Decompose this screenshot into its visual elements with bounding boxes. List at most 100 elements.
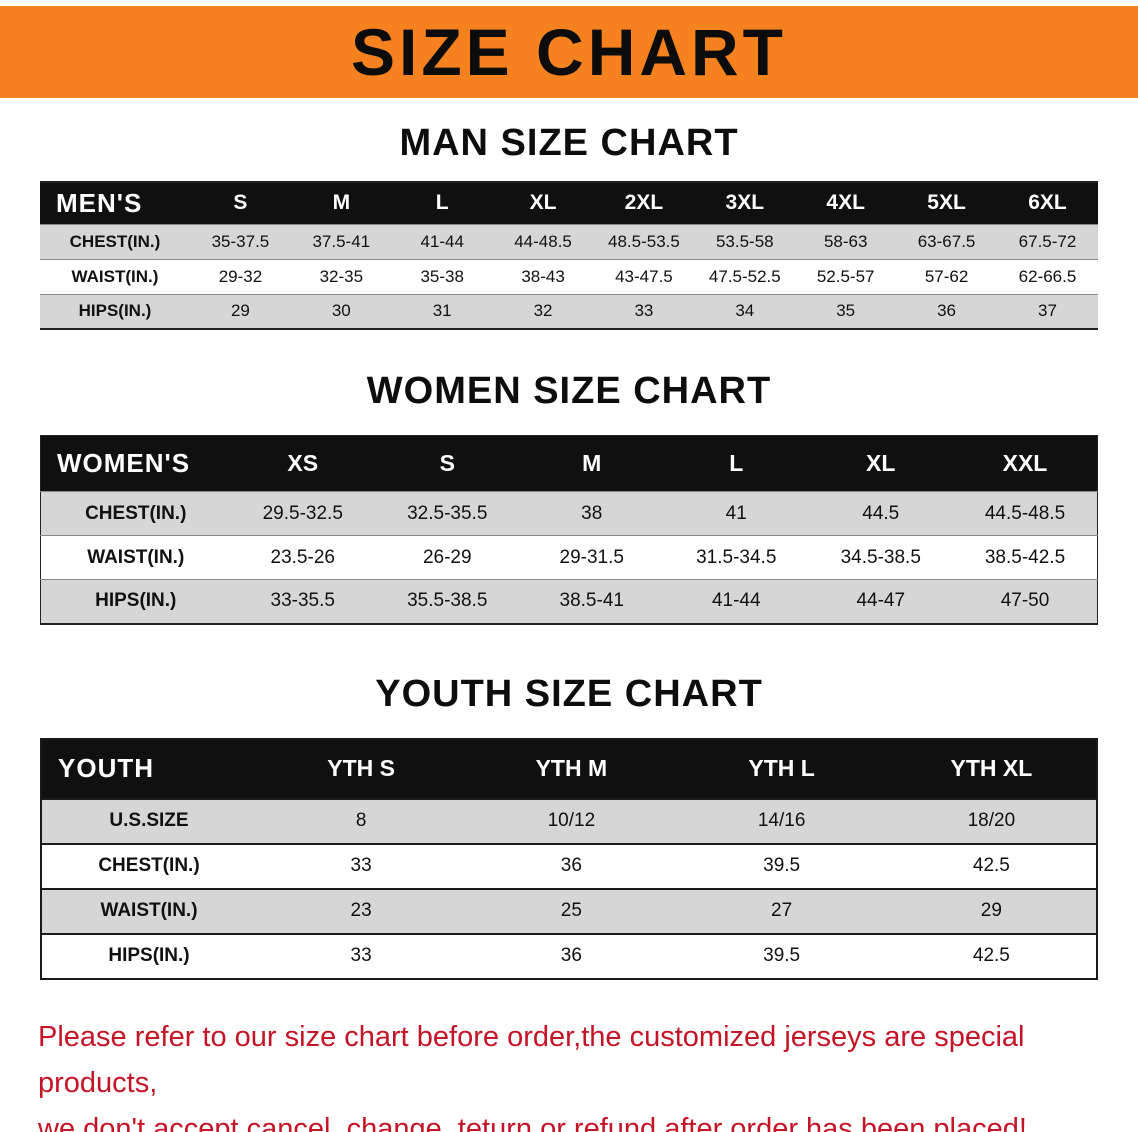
cell-value: 10/12 bbox=[466, 797, 677, 844]
column-header: 3XL bbox=[694, 182, 796, 224]
row-label: HIPS(IN.) bbox=[40, 579, 231, 624]
column-header: XL bbox=[808, 435, 953, 492]
cell-value: 32 bbox=[492, 293, 594, 329]
cell-value: 23.5-26 bbox=[230, 535, 375, 580]
disclaimer-line-1: Please refer to our size chart before or… bbox=[38, 1020, 1025, 1099]
cell-value: 39.5 bbox=[676, 932, 887, 979]
column-header: M bbox=[290, 182, 392, 224]
cell-value: 44-48.5 bbox=[492, 223, 594, 259]
table-row: U.S.SIZE 8 10/12 14/16 18/20 bbox=[41, 797, 1097, 844]
cell-value: 33 bbox=[256, 932, 467, 979]
cell-value: 37.5-41 bbox=[290, 223, 392, 259]
row-label: CHEST(IN.) bbox=[41, 842, 256, 889]
cell-value: 31.5-34.5 bbox=[664, 535, 809, 580]
cell-value: 57-62 bbox=[896, 258, 997, 294]
men-chart-title: MAN SIZE CHART bbox=[399, 122, 739, 164]
cell-value: 33-35.5 bbox=[230, 579, 375, 624]
cell-value: 35-38 bbox=[391, 258, 493, 294]
women-size-table: WOMEN'S XS S M L XL XXL CHEST(IN.) 29.5-32.5 32.5… bbox=[40, 435, 1098, 625]
cell-value: 41 bbox=[664, 491, 809, 536]
cell-value: 42.5 bbox=[886, 842, 1097, 889]
cell-value: 44-47 bbox=[808, 579, 953, 624]
header-row: WOMEN'S XS S M L XL XXL bbox=[40, 435, 1098, 492]
row-label: WAIST(IN.) bbox=[41, 887, 256, 934]
cell-value: 37 bbox=[997, 293, 1098, 329]
column-header: S bbox=[190, 182, 291, 224]
cell-value: 33 bbox=[593, 293, 695, 329]
youth-size-section: YOUTH SIZE CHART YOUTH YTH S YTH M YTH L YTH… bbox=[0, 625, 1138, 980]
column-header: YTH S bbox=[256, 738, 467, 799]
cell-value: 44.5 bbox=[808, 491, 953, 536]
row-label: HIPS(IN.) bbox=[40, 293, 190, 329]
cell-value: 34 bbox=[694, 293, 796, 329]
cell-value: 27 bbox=[676, 887, 887, 934]
size-chart-banner: SIZE CHART bbox=[0, 6, 1138, 98]
order-disclaimer: Please refer to our size chart before or… bbox=[38, 1014, 1100, 1132]
column-header: YTH M bbox=[466, 738, 677, 799]
cell-value: 25 bbox=[466, 887, 677, 934]
header-row: YOUTH YTH S YTH M YTH L YTH XL bbox=[41, 738, 1097, 799]
table-row: CHEST(IN.) 29.5-32.5 32.5-35.5 38 41 44.5 44.5… bbox=[40, 491, 1098, 536]
table-header-label: WOMEN'S bbox=[40, 435, 231, 492]
cell-value: 52.5-57 bbox=[795, 258, 897, 294]
cell-value: 8 bbox=[256, 797, 467, 844]
cell-value: 43-47.5 bbox=[593, 258, 695, 294]
cell-value: 35-37.5 bbox=[190, 223, 291, 259]
cell-value: 62-66.5 bbox=[997, 258, 1098, 294]
column-header: 6XL bbox=[997, 182, 1098, 224]
cell-value: 36 bbox=[466, 842, 677, 889]
table-row: CHEST(IN.) 33 36 39.5 42.5 bbox=[41, 842, 1097, 889]
column-header: L bbox=[664, 435, 809, 492]
row-label: CHEST(IN.) bbox=[40, 223, 190, 259]
cell-value: 48.5-53.5 bbox=[593, 223, 695, 259]
column-header: XS bbox=[230, 435, 375, 492]
cell-value: 18/20 bbox=[886, 797, 1097, 844]
row-label: CHEST(IN.) bbox=[40, 491, 231, 536]
cell-value: 29.5-32.5 bbox=[230, 491, 375, 536]
table-row: WAIST(IN.) 29-32 32-35 35-38 38-43 43-47.5 47.… bbox=[40, 258, 1098, 294]
cell-value: 63-67.5 bbox=[896, 223, 997, 259]
row-label: HIPS(IN.) bbox=[41, 932, 256, 979]
cell-value: 32-35 bbox=[290, 258, 392, 294]
cell-value: 23 bbox=[256, 887, 467, 934]
men-size-table: MEN'S S M L XL 2XL 3XL 4XL 5XL 6XL CHEST(IN.) 35-37… bbox=[40, 181, 1098, 330]
cell-value: 29-31.5 bbox=[519, 535, 664, 580]
cell-value: 38.5-42.5 bbox=[953, 535, 1098, 580]
cell-value: 38-43 bbox=[492, 258, 594, 294]
column-header: 4XL bbox=[795, 182, 897, 224]
cell-value: 26-29 bbox=[375, 535, 520, 580]
column-header: M bbox=[519, 435, 664, 492]
table-row: WAIST(IN.) 23 25 27 29 bbox=[41, 887, 1097, 934]
youth-chart-title: YOUTH SIZE CHART bbox=[375, 672, 763, 715]
column-header: 2XL bbox=[593, 182, 695, 224]
cell-value: 36 bbox=[896, 293, 997, 329]
cell-value: 38 bbox=[519, 491, 664, 536]
row-label: WAIST(IN.) bbox=[40, 535, 231, 580]
cell-value: 32.5-35.5 bbox=[375, 491, 520, 536]
column-header: S bbox=[375, 435, 520, 492]
cell-value: 58-63 bbox=[795, 223, 897, 259]
cell-value: 47.5-52.5 bbox=[694, 258, 796, 294]
table-header-label: MEN'S bbox=[40, 182, 190, 224]
row-label: U.S.SIZE bbox=[41, 797, 256, 844]
cell-value: 36 bbox=[466, 932, 677, 979]
column-header: L bbox=[391, 182, 493, 224]
column-header: 5XL bbox=[896, 182, 997, 224]
women-chart-title: WOMEN SIZE CHART bbox=[366, 370, 772, 412]
cell-value: 42.5 bbox=[886, 932, 1097, 979]
column-header: YTH L bbox=[676, 738, 887, 799]
women-size-section: WOMEN SIZE CHART WOMEN'S XS S M L XL XXL CHEST(… bbox=[0, 330, 1138, 625]
banner-title: SIZE CHART bbox=[351, 15, 787, 89]
cell-value: 44.5-48.5 bbox=[953, 491, 1098, 536]
men-size-section: MAN SIZE CHART MEN'S S M L XL 2XL 3XL 4XL 5XL 6XL… bbox=[0, 98, 1138, 330]
cell-value: 39.5 bbox=[676, 842, 887, 889]
column-header: XXL bbox=[953, 435, 1098, 492]
cell-value: 38.5-41 bbox=[519, 579, 664, 624]
cell-value: 41-44 bbox=[664, 579, 809, 624]
cell-value: 41-44 bbox=[391, 223, 493, 259]
table-row: HIPS(IN.) 33 36 39.5 42.5 bbox=[41, 932, 1097, 979]
row-label: WAIST(IN.) bbox=[40, 258, 190, 294]
cell-value: 67.5-72 bbox=[997, 223, 1098, 259]
cell-value: 30 bbox=[290, 293, 392, 329]
